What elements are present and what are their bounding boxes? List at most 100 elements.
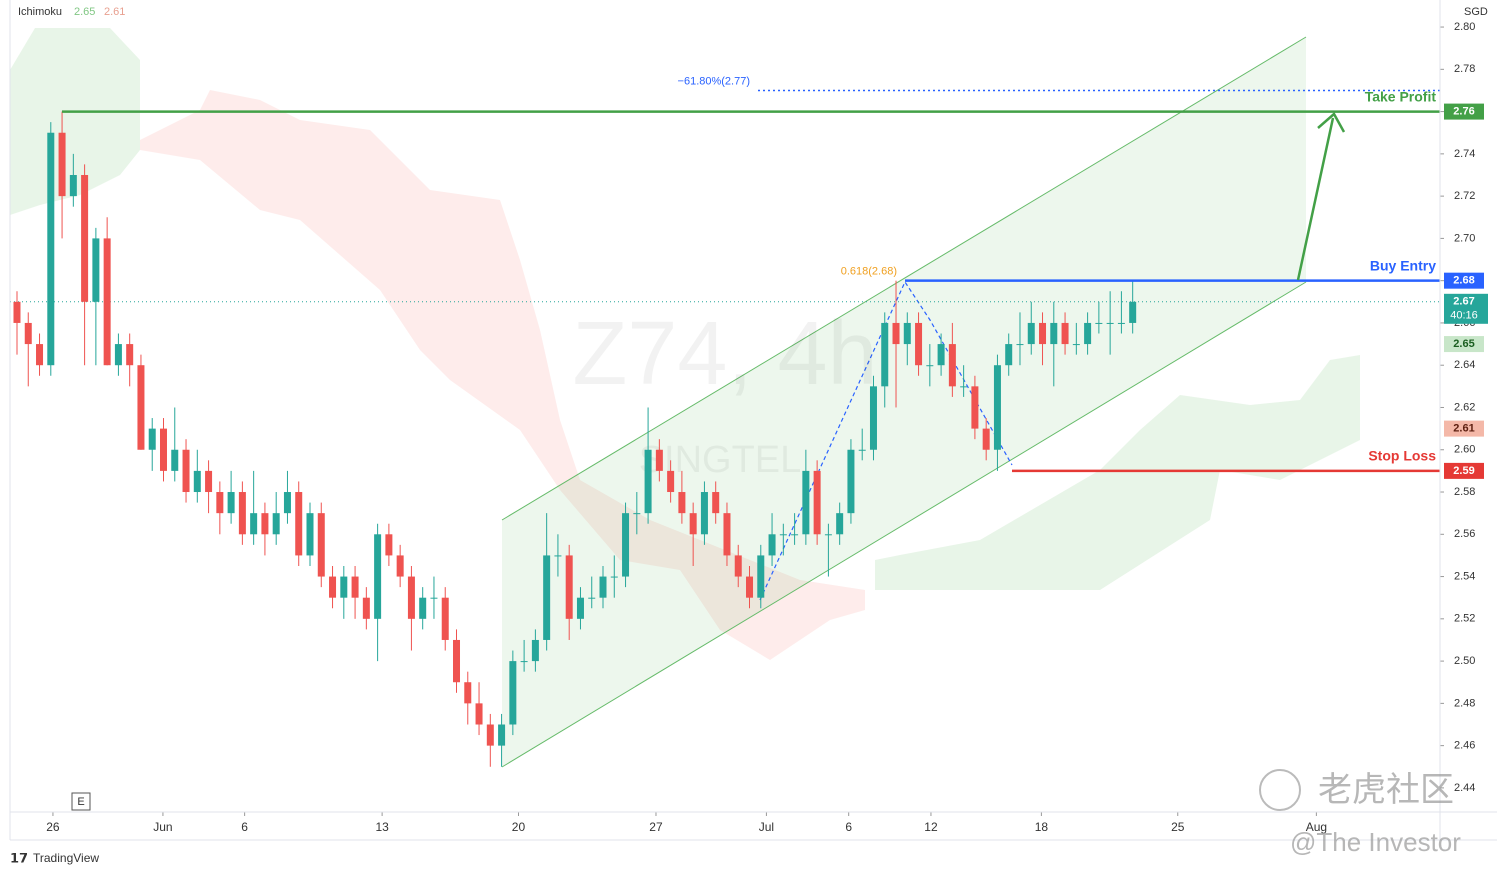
candle-body <box>802 470 810 535</box>
candle-body <box>137 365 145 450</box>
indicator-badge-bg <box>1444 336 1484 353</box>
level-label: Buy Entry <box>1370 257 1436 273</box>
y-tick-label: 2.52 <box>1454 613 1475 625</box>
level-badge-bg <box>1444 103 1484 120</box>
candle-body <box>746 576 754 598</box>
author: @The Investor <box>1290 827 1461 857</box>
candle-body <box>509 661 517 725</box>
level-badge-bg <box>1444 272 1484 289</box>
candle-body <box>1005 344 1013 366</box>
candle-body <box>13 301 21 323</box>
candle-body <box>261 513 269 535</box>
candle-body <box>824 534 832 536</box>
candle-body <box>903 322 911 345</box>
candle-body <box>486 724 494 746</box>
candle-body <box>340 576 348 598</box>
candle-body <box>92 238 100 302</box>
candle-body <box>81 174 89 302</box>
y-tick-label: 2.60 <box>1454 444 1475 456</box>
y-tick-label: 2.58 <box>1454 486 1475 498</box>
candle-body <box>892 322 900 345</box>
wave-path <box>759 280 1013 601</box>
candle-body <box>531 639 539 662</box>
candle-body <box>678 492 686 514</box>
candle-body <box>1095 322 1103 324</box>
candle-body <box>881 322 889 387</box>
candle-body <box>1084 322 1092 345</box>
y-tick-label: 2.72 <box>1454 190 1475 202</box>
candle-body <box>498 724 506 746</box>
candle-body <box>430 597 438 599</box>
y-tick-label: 2.80 <box>1454 21 1475 33</box>
candle-body <box>238 492 246 535</box>
candle-body <box>1039 322 1047 345</box>
candle-body <box>869 386 877 450</box>
candle-body <box>791 534 799 536</box>
candle-body <box>205 470 213 493</box>
candle-body <box>171 449 179 471</box>
candle-body <box>847 449 855 514</box>
candle-body <box>216 492 224 514</box>
candle-body <box>565 555 573 619</box>
x-tick-label: Jun <box>153 820 172 834</box>
candle-body <box>250 513 258 535</box>
candle-body <box>712 492 720 514</box>
candle-body <box>915 322 923 366</box>
plot: 2.802.782.762.742.722.702.682.662.642.62… <box>10 21 1475 834</box>
candle-body <box>588 597 596 599</box>
candle-body <box>351 576 359 598</box>
level-label: Stop Loss <box>1368 448 1436 464</box>
candle-body <box>700 492 708 535</box>
level-badge: 2.59 <box>1453 465 1474 477</box>
candle-body <box>396 555 404 577</box>
candle-body <box>374 534 382 619</box>
level-badge: 2.68 <box>1453 275 1474 287</box>
candle-body <box>858 449 866 451</box>
candle-body <box>723 513 731 556</box>
candle-body <box>1061 322 1069 345</box>
candle-body <box>768 534 776 556</box>
candle-body <box>520 661 528 663</box>
brand-logo: 𝟭𝟳 <box>10 850 28 865</box>
level-label: Take Profit <box>1365 88 1437 104</box>
candle-body <box>1027 322 1035 345</box>
candle-body <box>58 132 66 197</box>
fib-label: 0.618(2.68) <box>841 266 897 278</box>
candle-body <box>960 386 968 388</box>
y-tick-label: 2.64 <box>1454 359 1475 371</box>
candle-body <box>317 513 325 577</box>
y-tick-label: 2.78 <box>1454 63 1475 75</box>
candle-body <box>453 639 461 683</box>
y-tick-label: 2.70 <box>1454 232 1475 244</box>
x-tick-label: Jul <box>759 820 774 834</box>
y-tick-label: 2.56 <box>1454 528 1475 540</box>
candle-body <box>836 513 844 535</box>
countdown: 40:16 <box>1450 310 1478 322</box>
cloud-bull <box>10 28 140 215</box>
arrow-head <box>1317 112 1346 133</box>
candle-body <box>554 555 562 557</box>
y-tick-label: 2.62 <box>1454 401 1475 413</box>
candle-body <box>1129 301 1137 323</box>
candle-body <box>24 322 32 345</box>
candle-body <box>655 449 663 471</box>
candle-body <box>227 492 235 514</box>
brand: TradingView <box>33 851 99 865</box>
community: 老虎社区 <box>1318 771 1454 809</box>
candle-body <box>610 576 618 578</box>
x-tick-label: Aug <box>1306 820 1327 834</box>
channel-fill <box>502 37 1306 767</box>
candle-body <box>329 576 337 598</box>
candle-body <box>813 470 821 535</box>
candle-body <box>667 470 675 493</box>
candle-body <box>441 597 449 640</box>
event-box[interactable] <box>71 792 91 811</box>
x-tick-label: 27 <box>649 820 663 834</box>
event-marker[interactable]: E <box>77 796 84 808</box>
candle-body <box>757 555 765 598</box>
x-tick-label: 13 <box>375 820 389 834</box>
indicator-badge-bg <box>1444 420 1484 437</box>
x-tick-label: 26 <box>46 820 60 834</box>
candle-body <box>599 576 607 598</box>
